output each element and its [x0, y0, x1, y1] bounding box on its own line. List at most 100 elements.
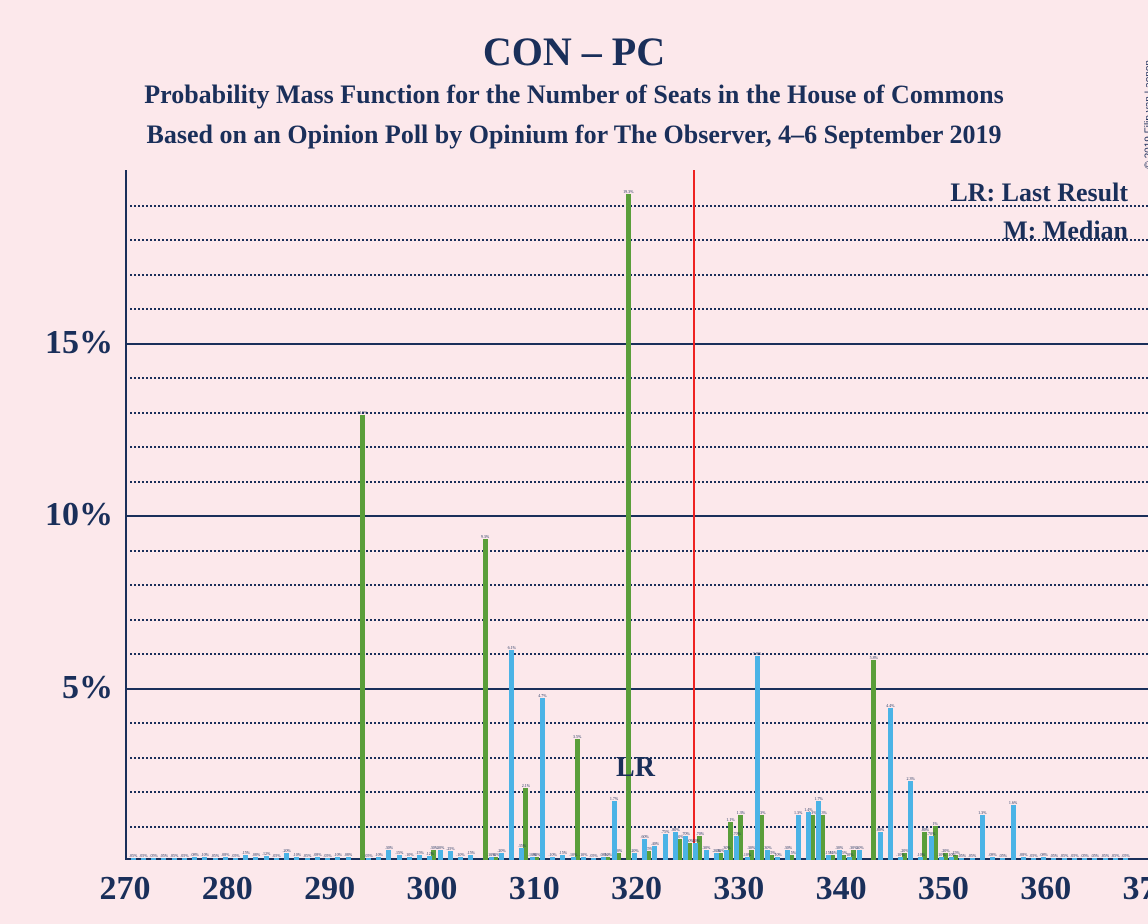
- plot-area: 5%10%15%27028029030031032033034035036037…: [125, 170, 1148, 860]
- bar-value-label: .10%: [548, 852, 556, 857]
- bar-value-label: .05%: [958, 853, 966, 858]
- bar: .10%: [294, 857, 299, 860]
- bar: .05%: [1031, 858, 1036, 860]
- bar-value-label: .70%: [733, 831, 741, 836]
- gridline: [125, 308, 1148, 310]
- bar-value-label: .05%: [999, 853, 1007, 858]
- bar: .05%: [182, 858, 187, 860]
- bar-value-label: .05%: [1091, 853, 1099, 858]
- bar: .05%: [1062, 858, 1067, 860]
- bar-value-label: .15%: [395, 850, 403, 855]
- bar-value-label: .10%: [917, 852, 925, 857]
- bar: .08%: [315, 857, 320, 860]
- bar-value-label: 9.3%: [481, 534, 489, 539]
- gridline: [125, 377, 1148, 379]
- bar: .40%: [652, 846, 657, 860]
- bar: .80%: [878, 832, 883, 860]
- bar: .15%: [417, 855, 422, 860]
- bar-value-label: .10%: [405, 852, 413, 857]
- bar: .75%: [663, 834, 668, 860]
- bar: .30%: [785, 850, 790, 860]
- bar-value-label: 1.7%: [610, 796, 618, 801]
- bar-value-label: 5.9%: [753, 651, 761, 656]
- bar: .70%: [929, 836, 934, 860]
- y-tick-label: 15%: [45, 324, 125, 362]
- bar: .05%: [1113, 858, 1118, 860]
- gridline: [125, 550, 1148, 552]
- gridline: [125, 343, 1148, 345]
- bar: .35%: [519, 848, 524, 860]
- bar: .15%: [826, 855, 831, 860]
- x-tick-label: 350: [918, 860, 969, 908]
- bar: .10%: [489, 857, 494, 860]
- gridline: [125, 688, 1148, 690]
- gridline: [125, 791, 1148, 793]
- bar-value-label: .08%: [313, 852, 321, 857]
- bar-value-label: .20%: [712, 848, 720, 853]
- bar: .30%: [704, 850, 709, 860]
- bar-value-label: .08%: [1040, 852, 1048, 857]
- bar-value-label: .08%: [252, 852, 260, 857]
- bar: .05%: [172, 858, 177, 860]
- bar-value-label: .08%: [344, 852, 352, 857]
- bar: .05%: [305, 858, 310, 860]
- bar-value-label: .05%: [364, 853, 372, 858]
- bar-value-label: .05%: [160, 853, 168, 858]
- bar: 12.9%: [360, 415, 365, 860]
- bar: .08%: [346, 857, 351, 860]
- bar: .80%: [673, 832, 678, 860]
- chart-subtitle-2: Based on an Opinion Poll by Opinium for …: [0, 120, 1148, 150]
- bar: .30%: [857, 850, 862, 860]
- bar: .10%: [745, 857, 750, 860]
- bar: .15%: [560, 855, 565, 860]
- bar: .10%: [335, 857, 340, 860]
- bar-value-label: .12%: [262, 851, 270, 856]
- bar-value-label: .08%: [190, 852, 198, 857]
- bar-value-label: .05%: [303, 853, 311, 858]
- bar-value-label: .10%: [569, 852, 577, 857]
- bar: .05%: [233, 858, 238, 860]
- bar-value-label: .05%: [139, 853, 147, 858]
- bar-value-label: 19.3%: [623, 189, 633, 194]
- bar-value-label: .05%: [1080, 853, 1088, 858]
- bar-value-label: .05%: [150, 853, 158, 858]
- gridline: [125, 446, 1148, 448]
- bar: .50%: [693, 843, 698, 860]
- bar-value-label: .15%: [242, 850, 250, 855]
- x-tick-label: 360: [1020, 860, 1071, 908]
- bar: .08%: [223, 857, 228, 860]
- bar: 4.7%: [540, 698, 545, 860]
- bar: .10%: [376, 857, 381, 860]
- bar: .10%: [949, 857, 954, 860]
- gridline: [125, 826, 1148, 828]
- bar-value-label: .10%: [579, 852, 587, 857]
- bar-value-label: .40%: [651, 841, 659, 846]
- y-tick-label: 10%: [45, 496, 125, 534]
- legend-median: M: Median: [1003, 216, 1128, 246]
- bar-value-label: .05%: [968, 853, 976, 858]
- bar: .15%: [468, 855, 473, 860]
- bar: .05%: [325, 858, 330, 860]
- bar-value-label: .05%: [272, 853, 280, 858]
- bar: .25%: [448, 851, 453, 860]
- gridline: [125, 722, 1148, 724]
- bar: 1.7%: [612, 801, 617, 860]
- bar: .05%: [141, 858, 146, 860]
- bar-value-label: .10%: [774, 852, 782, 857]
- gridline: [125, 412, 1148, 414]
- bar-value-label: 1.3%: [978, 810, 986, 815]
- chart-area: 5%10%15%27028029030031032033034035036037…: [125, 170, 1148, 860]
- bar-value-label: .10%: [845, 852, 853, 857]
- bar-value-label: .20%: [283, 848, 291, 853]
- bar-value-label: .80%: [671, 827, 679, 832]
- bar-value-label: .80%: [876, 827, 884, 832]
- bar-value-label: .05%: [1070, 853, 1078, 858]
- x-tick-label: 370: [1123, 860, 1148, 908]
- bar-value-label: .30%: [722, 845, 730, 850]
- gridline: [125, 481, 1148, 483]
- bar-value-label: .05%: [1050, 853, 1058, 858]
- bar-value-label: .10%: [937, 852, 945, 857]
- bar: .70%: [734, 836, 739, 860]
- bar-value-label: 1%: [932, 821, 937, 826]
- bar: 2.3%: [908, 781, 913, 860]
